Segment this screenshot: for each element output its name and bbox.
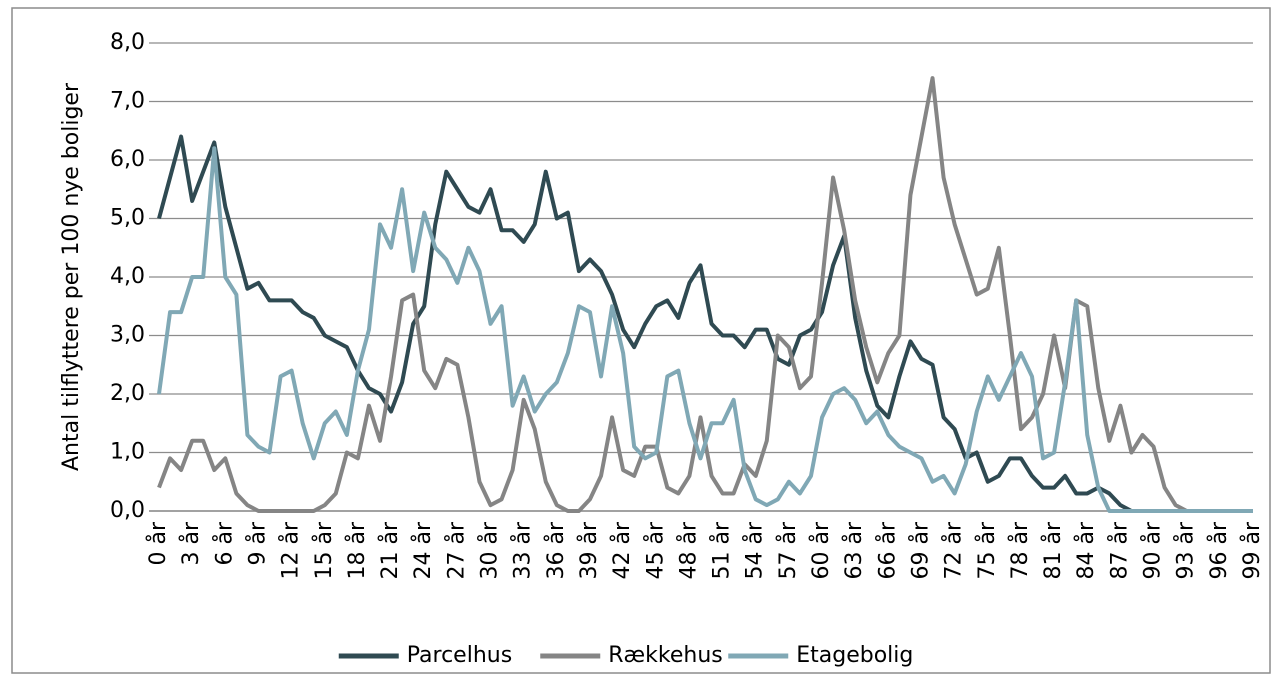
x-tick-label: 36 år	[543, 521, 569, 579]
line-series	[157, 146, 1253, 513]
x-tick-label: 33 år	[510, 521, 536, 579]
x-tick-label: 78 år	[1007, 521, 1033, 579]
y-tick-label: 0,0	[110, 498, 145, 523]
legend-label: Rækkehus	[608, 643, 722, 668]
x-tick-label: 9 år	[244, 521, 270, 565]
y-tick-label: 5,0	[110, 206, 145, 231]
x-tick-label: 42 år	[609, 521, 635, 579]
x-tick-label: 84 år	[1073, 521, 1099, 579]
y-tick-label: 7,0	[110, 89, 145, 114]
legend-label: Parcelhus	[407, 643, 512, 668]
y-axis-title: Antal tilflyttere per 100 nye boliger	[59, 82, 84, 471]
x-tick-label: 93 år	[1173, 521, 1199, 579]
x-tick-label: 75 år	[974, 521, 1000, 579]
x-tick-label: 57 år	[775, 521, 801, 579]
y-tick-label: 2,0	[110, 381, 145, 406]
x-tick-label: 69 år	[907, 521, 933, 579]
x-tick-label: 30 år	[477, 521, 503, 579]
x-tick-label: 99 år	[1239, 521, 1265, 579]
x-tick-label: 15 år	[311, 521, 337, 579]
x-tick-label: 48 år	[675, 521, 701, 579]
x-tick-label: 45 år	[642, 521, 668, 579]
chart-frame	[11, 7, 1271, 674]
x-tick-label: 54 år	[742, 521, 768, 579]
x-tick-label: 24 år	[410, 521, 436, 579]
y-tick-label: 3,0	[110, 323, 145, 348]
x-tick-label: 51 år	[709, 521, 735, 579]
y-tick-label: 1,0	[110, 440, 145, 465]
x-tick-label: 66 år	[874, 521, 900, 579]
x-tick-label: 3 år	[178, 521, 204, 565]
x-tick-label: 27 år	[443, 521, 469, 579]
x-tick-label: 18 år	[344, 521, 370, 579]
x-tick-label: 60 år	[808, 521, 834, 579]
x-tick-label: 39 år	[576, 521, 602, 579]
x-tick-label: 81 år	[1040, 521, 1066, 579]
x-tick-label: 87 år	[1106, 521, 1132, 579]
x-tick-label: 90 år	[1140, 521, 1166, 579]
legend-label: Etagebolig	[796, 643, 913, 668]
x-tick-label: 72 år	[941, 521, 967, 579]
x-tick-label: 0 år	[145, 521, 171, 565]
x-tick-label: 6 år	[211, 521, 237, 565]
y-tick-label: 4,0	[110, 264, 145, 289]
x-tick-label: 21 år	[377, 521, 403, 579]
x-tick-label: 96 år	[1206, 521, 1232, 579]
y-tick-label: 6,0	[110, 147, 145, 172]
y-tick-label: 8,0	[110, 30, 145, 55]
x-tick-label: 12 år	[278, 521, 304, 579]
x-tick-label: 63 år	[841, 521, 867, 579]
line-series	[157, 134, 1253, 513]
